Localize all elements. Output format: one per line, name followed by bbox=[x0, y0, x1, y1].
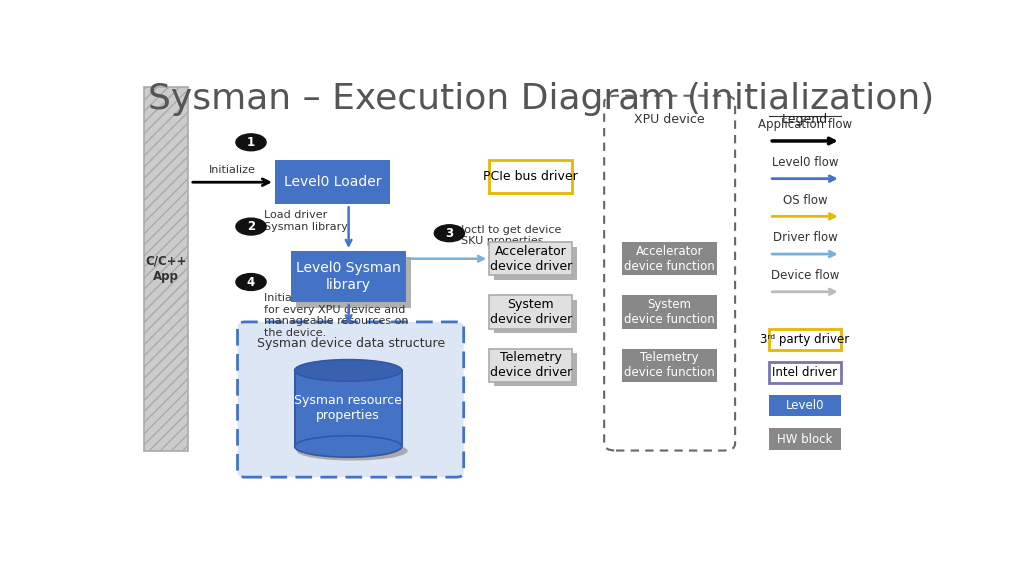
FancyBboxPatch shape bbox=[622, 348, 717, 382]
Ellipse shape bbox=[295, 359, 401, 381]
Text: Driver flow: Driver flow bbox=[772, 232, 838, 244]
FancyBboxPatch shape bbox=[604, 96, 735, 450]
Text: Level0 flow: Level0 flow bbox=[772, 156, 839, 169]
Text: Accelerator
device function: Accelerator device function bbox=[624, 245, 715, 272]
FancyBboxPatch shape bbox=[489, 348, 572, 382]
Text: Sysman – Execution Diagram (initialization): Sysman – Execution Diagram (initializati… bbox=[147, 82, 934, 116]
Circle shape bbox=[236, 218, 266, 235]
Text: Ioctl to get device
SKU properties: Ioctl to get device SKU properties bbox=[461, 225, 562, 247]
Bar bbox=[769, 362, 841, 383]
Text: Sysman device data structure: Sysman device data structure bbox=[257, 338, 444, 350]
Bar bbox=[769, 328, 841, 350]
Text: Legend: Legend bbox=[782, 113, 828, 127]
Bar bbox=[494, 353, 578, 386]
Text: 3ʳᵈ party driver: 3ʳᵈ party driver bbox=[760, 333, 850, 346]
Bar bbox=[295, 370, 401, 446]
Bar bbox=[769, 395, 841, 416]
Text: PCIe bus driver: PCIe bus driver bbox=[483, 170, 579, 183]
Text: 2: 2 bbox=[247, 220, 255, 233]
Text: Level0: Level0 bbox=[785, 399, 824, 412]
Text: Device flow: Device flow bbox=[771, 269, 839, 282]
Text: Sysman resource
properties: Sysman resource properties bbox=[294, 395, 402, 422]
FancyBboxPatch shape bbox=[489, 242, 572, 275]
FancyBboxPatch shape bbox=[291, 251, 406, 302]
Circle shape bbox=[236, 134, 266, 151]
Text: Level0 Loader: Level0 Loader bbox=[284, 175, 381, 190]
FancyBboxPatch shape bbox=[238, 322, 464, 477]
Bar bbox=[296, 257, 412, 308]
Text: Initialize: Initialize bbox=[209, 165, 256, 175]
FancyBboxPatch shape bbox=[622, 295, 717, 328]
Text: System
device function: System device function bbox=[624, 298, 715, 326]
Text: HW block: HW block bbox=[777, 433, 833, 445]
Circle shape bbox=[434, 225, 465, 242]
FancyBboxPatch shape bbox=[489, 295, 572, 328]
Text: XPU device: XPU device bbox=[634, 113, 705, 127]
Text: Load driver
Sysman library: Load driver Sysman library bbox=[264, 210, 348, 232]
Bar bbox=[143, 87, 187, 450]
Text: Telemetry
device function: Telemetry device function bbox=[624, 351, 715, 379]
Ellipse shape bbox=[297, 441, 408, 461]
FancyBboxPatch shape bbox=[274, 160, 390, 204]
Text: Initialize data structures
for every XPU device and
manageable resources on
the : Initialize data structures for every XPU… bbox=[264, 293, 409, 338]
Text: OS flow: OS flow bbox=[782, 194, 827, 207]
Text: C/C++
App: C/C++ App bbox=[145, 255, 186, 283]
Circle shape bbox=[236, 274, 266, 290]
Text: Telemetry
device driver: Telemetry device driver bbox=[489, 351, 571, 379]
Text: Accelerator
device driver: Accelerator device driver bbox=[489, 245, 571, 272]
Bar bbox=[769, 429, 841, 450]
FancyBboxPatch shape bbox=[489, 160, 572, 194]
Text: 4: 4 bbox=[247, 275, 255, 289]
Text: System
device driver: System device driver bbox=[489, 298, 571, 326]
Text: Level0 Sysman
library: Level0 Sysman library bbox=[296, 262, 400, 291]
Bar bbox=[494, 247, 578, 280]
Text: Intel driver: Intel driver bbox=[772, 366, 838, 379]
FancyBboxPatch shape bbox=[622, 242, 717, 275]
Ellipse shape bbox=[295, 435, 401, 457]
Text: 1: 1 bbox=[247, 136, 255, 149]
Bar bbox=[494, 300, 578, 333]
Text: 3: 3 bbox=[445, 227, 454, 240]
Text: Application flow: Application flow bbox=[758, 118, 852, 131]
